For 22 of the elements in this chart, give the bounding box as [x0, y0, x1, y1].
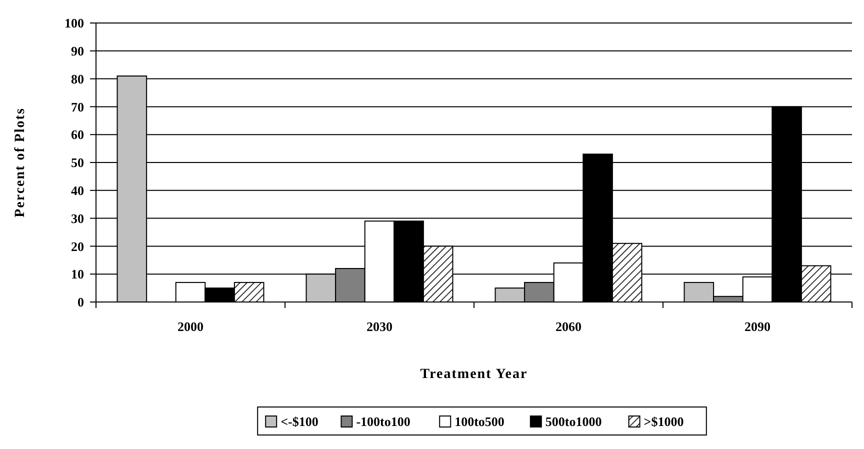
- legend-label: >$1000: [644, 414, 684, 429]
- x-tick-label: 2030: [366, 319, 392, 334]
- y-tick-label: 20: [71, 238, 84, 254]
- y-tick-label: 60: [71, 127, 84, 142]
- y-tick-label: 50: [71, 155, 84, 170]
- y-tick-label: 30: [71, 210, 84, 226]
- y-tick-label: 80: [71, 71, 84, 86]
- y-axis-title: Percent of Plots: [13, 108, 28, 218]
- legend-label: -100to100: [356, 414, 410, 429]
- y-tick-label: 40: [71, 182, 84, 198]
- x-tick-label: 2090: [744, 319, 770, 334]
- y-tick-label: 90: [71, 43, 84, 58]
- x-tick-label: 2060: [556, 319, 582, 334]
- legend-label: 100to500: [454, 414, 504, 429]
- legend-label: 500to1000: [545, 414, 602, 429]
- y-tick-label: 10: [71, 266, 84, 282]
- x-tick-label: 2000: [178, 319, 204, 334]
- y-tick-label: 0: [78, 294, 84, 310]
- y-tick-label: 100: [64, 16, 84, 31]
- y-tick-label: 70: [71, 99, 84, 114]
- x-axis-title: Treatment Year: [420, 367, 528, 382]
- legend-label: <-$100: [280, 414, 318, 429]
